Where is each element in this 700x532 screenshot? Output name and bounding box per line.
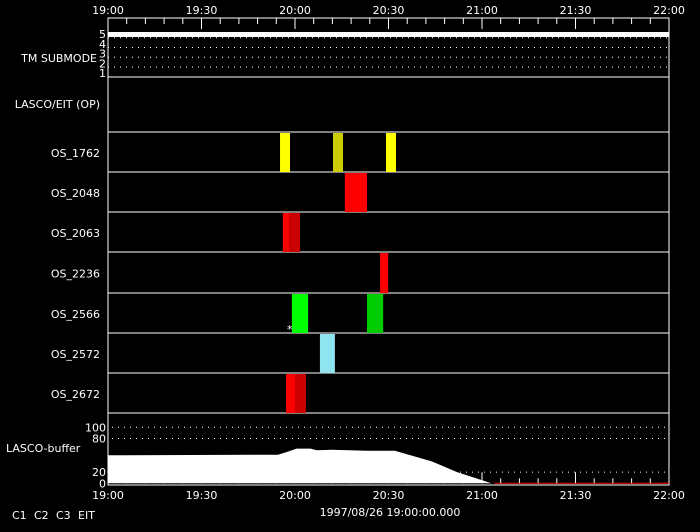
legend-entry: C2 <box>34 509 49 522</box>
os-interval-bar <box>291 294 309 333</box>
bottom-tick-label: 20:30 <box>373 489 405 502</box>
bottom-tick-label: 20:00 <box>279 489 311 502</box>
buffer-tick-label: 20 <box>92 466 106 479</box>
os-row-label: OS_2566 <box>51 308 100 321</box>
os-interval-bar <box>344 173 367 212</box>
os-row-label: OS_2572 <box>51 348 100 361</box>
legend-entry: C1 <box>12 509 27 522</box>
os-interval-bar <box>295 374 306 413</box>
os-row-label: OS_2048 <box>51 187 100 200</box>
os-row-label: OS_2236 <box>51 268 100 281</box>
os-interval-bar <box>285 374 295 413</box>
tm-submode-label: TM SUBMODE <box>20 52 97 65</box>
buffer-tick-label: 80 <box>92 433 106 446</box>
marker-asterisk: * <box>287 323 293 336</box>
os-interval-bar <box>366 294 384 333</box>
os-interval-bar <box>282 213 290 252</box>
buffer-area <box>108 448 669 484</box>
buffer-label: LASCO-buffer <box>6 442 81 455</box>
tm-level-label: 3 <box>99 48 106 61</box>
os-row-label: OS_1762 <box>51 147 100 160</box>
bottom-tick-label: 19:30 <box>186 489 218 502</box>
tm-level-label: 2 <box>99 57 106 70</box>
os-interval-bar <box>386 133 396 172</box>
top-tick-label: 20:00 <box>279 4 311 17</box>
os-row-label: OS_2063 <box>51 227 100 240</box>
legend-entry: C3 <box>56 509 71 522</box>
bottom-tick-label: 21:30 <box>560 489 592 502</box>
tm-level-label: 5 <box>99 28 106 41</box>
os-interval-bar <box>333 133 343 172</box>
buffer-tick-label: 0 <box>99 477 106 490</box>
tm-submode-bar <box>108 32 669 37</box>
os-interval-bar <box>289 213 300 252</box>
bottom-tick-label: 21:00 <box>466 489 498 502</box>
bottom-tick-label: 19:00 <box>92 489 124 502</box>
top-tick-label: 20:30 <box>373 4 405 17</box>
top-tick-label: 19:00 <box>92 4 124 17</box>
tm-level-label: 4 <box>99 38 106 51</box>
top-tick-label: 21:00 <box>466 4 498 17</box>
os-interval-bar <box>319 334 335 373</box>
legend-entry: EIT <box>78 509 95 522</box>
bottom-tick-label: 22:00 <box>653 489 685 502</box>
os-interval-bar <box>280 133 291 172</box>
top-tick-label: 21:30 <box>560 4 592 17</box>
buffer-tick-label: 100 <box>85 421 106 434</box>
top-tick-label: 19:30 <box>186 4 218 17</box>
top-tick-label: 22:00 <box>653 4 685 17</box>
date-label: 1997/08/26 19:00:00.000 <box>320 506 461 519</box>
tm-level-label: 1 <box>99 67 106 80</box>
os-row-label: OS_2672 <box>51 388 100 401</box>
os-interval-bar <box>380 253 389 293</box>
lasco-eit-op-label: LASCO/EIT (OP) <box>15 98 100 111</box>
